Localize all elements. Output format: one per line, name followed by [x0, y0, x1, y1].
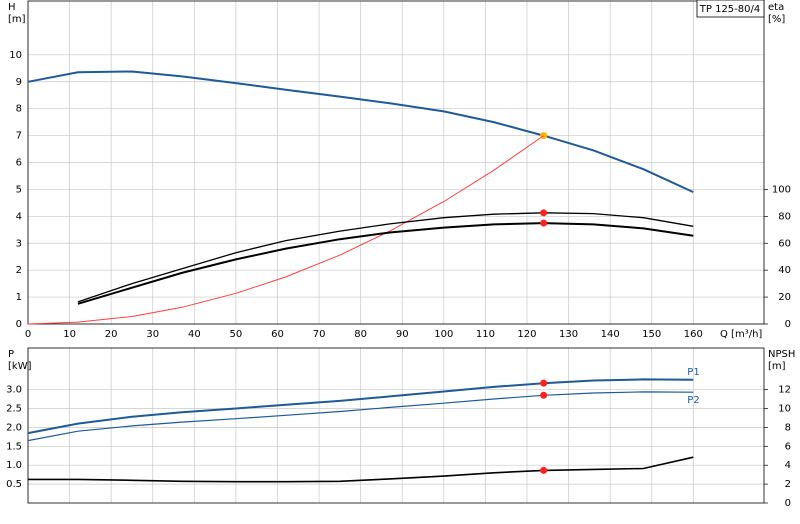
- y2-tick-label: 6: [785, 441, 791, 452]
- series-label: P1: [687, 367, 699, 378]
- x-tick-label: 160: [684, 329, 703, 340]
- y-tick-label: 4: [16, 211, 22, 222]
- operating-point: [540, 209, 548, 217]
- x-tick-label: 50: [230, 329, 243, 340]
- y-tick-label: 3: [16, 238, 22, 249]
- x-tick-label: 70: [313, 329, 326, 340]
- y-tick-label: 0.5: [6, 479, 22, 490]
- x-tick-label: 120: [517, 329, 536, 340]
- y-tick-label: 1: [16, 292, 22, 303]
- y-tick-label: 6: [16, 158, 22, 169]
- operating-point: [540, 466, 548, 474]
- y2-tick-label: 60: [778, 238, 791, 249]
- x-tick-label: 110: [476, 329, 495, 340]
- y-tick-label: 5: [16, 184, 22, 195]
- x-tick-label: 80: [354, 329, 367, 340]
- series-line: [27, 391, 694, 442]
- plot-frame: [27, 347, 765, 504]
- y2-tick-label: 0: [785, 319, 791, 330]
- y-tick-label: 9: [16, 77, 22, 88]
- y-axis-unit: [m]: [8, 14, 26, 25]
- operating-point: [540, 391, 548, 399]
- series-line: [27, 378, 694, 435]
- y-tick-label: 1.5: [6, 441, 22, 452]
- y-tick-label: 8: [16, 104, 22, 115]
- y2-tick-label: 2: [785, 479, 791, 490]
- x-tick-label: 140: [601, 329, 620, 340]
- x-tick-label: 30: [146, 329, 159, 340]
- y-axis-unit: [kW]: [8, 361, 32, 372]
- y2-axis-label: eta: [768, 2, 784, 13]
- y-tick-label: 2.5: [6, 403, 22, 414]
- x-tick-label: 150: [642, 329, 661, 340]
- x-tick-label: 40: [188, 329, 201, 340]
- y-axis-label: P: [8, 349, 14, 360]
- x-tick-label: 0: [25, 329, 31, 340]
- y-tick-label: 0: [16, 319, 22, 330]
- operating-point: [540, 132, 548, 140]
- y2-axis-label: NPSH: [768, 349, 795, 360]
- x-axis-label: Q [m³/h]: [720, 329, 762, 340]
- y-tick-label: 3.0: [6, 385, 22, 396]
- y-tick-label: 7: [16, 131, 22, 142]
- y2-tick-label: 8: [785, 422, 791, 433]
- x-tick-label: 20: [105, 329, 118, 340]
- x-tick-label: 100: [434, 329, 453, 340]
- y2-tick-label: 40: [778, 265, 791, 276]
- y2-tick-label: 20: [778, 292, 791, 303]
- y2-tick-label: 12: [778, 385, 791, 396]
- chart-title: TP 125-80/4: [699, 4, 760, 15]
- y2-tick-label: 80: [778, 211, 791, 222]
- y-tick-label: 1.0: [6, 460, 22, 471]
- plot-frame: [27, 0, 765, 325]
- y2-tick-label: 0: [785, 498, 791, 509]
- x-tick-label: 60: [271, 329, 284, 340]
- y2-axis-unit: [%]: [768, 14, 785, 25]
- y2-tick-label: 100: [772, 184, 791, 195]
- series-line: [27, 70, 694, 194]
- series-label: P2: [687, 395, 699, 406]
- series-line: [28, 456, 694, 483]
- x-tick-label: 90: [396, 329, 409, 340]
- x-tick-label: 10: [63, 329, 76, 340]
- y2-tick-label: 10: [778, 403, 791, 414]
- series-line: [27, 135, 544, 325]
- y2-axis-unit: [m]: [768, 361, 786, 372]
- operating-point: [540, 379, 548, 387]
- y2-tick-label: 4: [785, 460, 791, 471]
- y-tick-label: 2.0: [6, 422, 22, 433]
- y-axis-label: H: [8, 2, 16, 13]
- operating-point: [540, 219, 548, 227]
- series-line: [77, 212, 694, 303]
- y-tick-label: 2: [16, 265, 22, 276]
- title-box: [696, 0, 765, 18]
- y-tick-label: 10: [9, 50, 22, 61]
- series-line: [77, 222, 694, 305]
- x-tick-label: 130: [559, 329, 578, 340]
